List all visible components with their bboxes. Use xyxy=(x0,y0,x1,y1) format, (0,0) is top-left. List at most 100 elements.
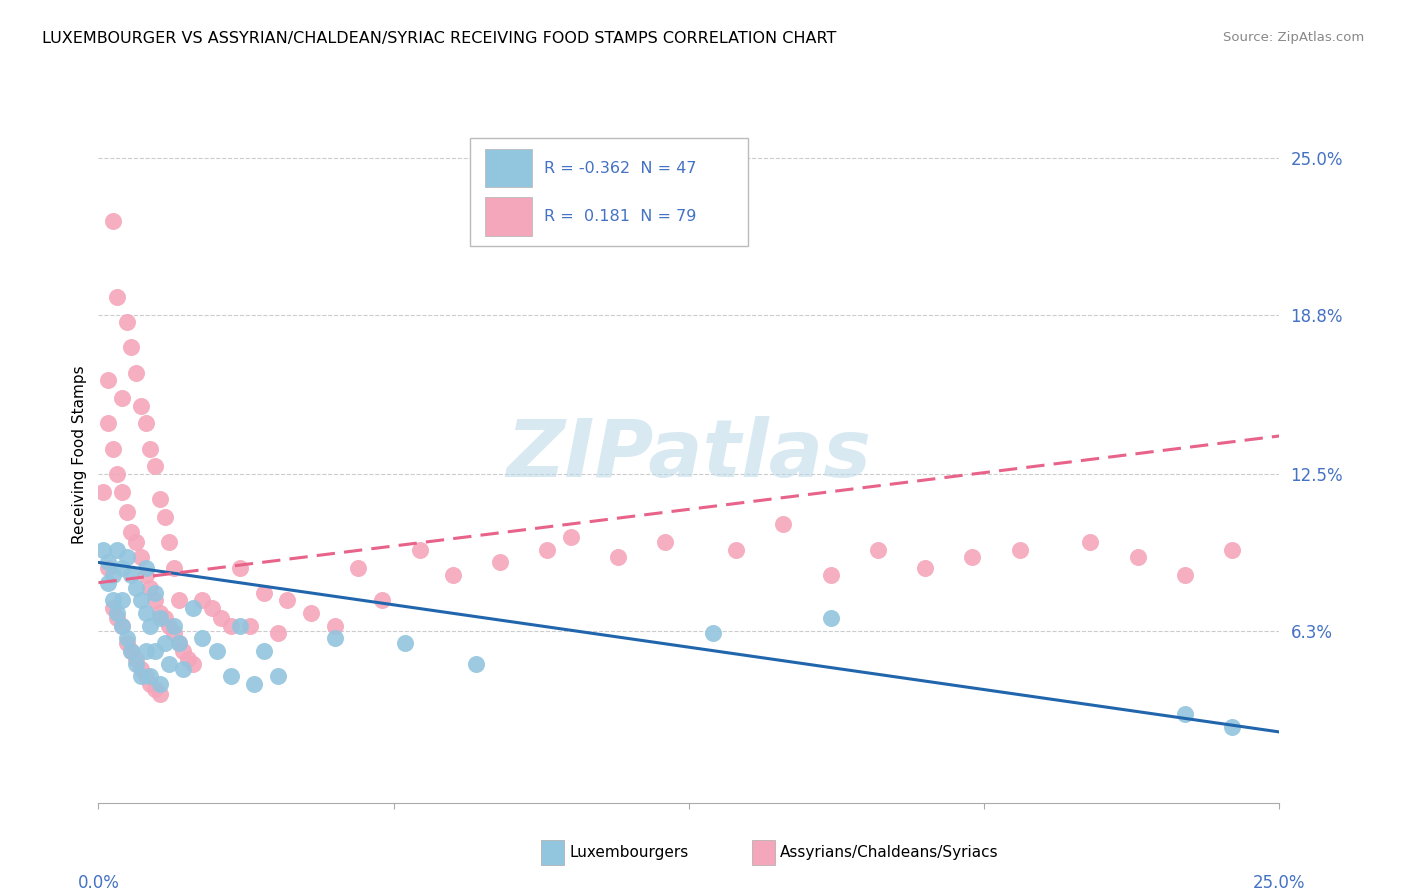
Point xyxy=(489,556,512,570)
Point xyxy=(101,593,124,607)
Point xyxy=(111,593,134,607)
Point xyxy=(139,677,162,691)
Point xyxy=(820,611,842,625)
Point xyxy=(129,593,152,607)
Point xyxy=(121,340,143,354)
Point xyxy=(91,542,114,557)
Text: R = -0.362  N = 47: R = -0.362 N = 47 xyxy=(544,161,696,176)
Point xyxy=(209,611,232,625)
Point xyxy=(276,593,298,607)
Point xyxy=(167,593,190,607)
Point xyxy=(111,618,134,632)
Point xyxy=(129,399,152,413)
Point xyxy=(347,560,370,574)
Point xyxy=(143,593,166,607)
Point xyxy=(97,417,120,431)
Point xyxy=(167,636,190,650)
Point xyxy=(253,644,276,658)
Point xyxy=(323,632,346,646)
Point xyxy=(115,632,138,646)
Point xyxy=(191,593,214,607)
Point xyxy=(267,626,290,640)
Point xyxy=(465,657,488,671)
Point xyxy=(560,530,582,544)
Point xyxy=(149,687,172,701)
Point xyxy=(129,662,152,676)
Text: ZIPatlas: ZIPatlas xyxy=(506,416,872,494)
Point xyxy=(157,618,180,632)
Point xyxy=(125,366,148,380)
Point xyxy=(97,556,120,570)
Point xyxy=(153,636,176,650)
Point xyxy=(115,550,138,565)
Point xyxy=(143,586,166,600)
Point xyxy=(149,492,172,507)
Point xyxy=(153,509,176,524)
Text: Source: ZipAtlas.com: Source: ZipAtlas.com xyxy=(1223,31,1364,45)
Point xyxy=(121,644,143,658)
Point xyxy=(172,644,194,658)
Point xyxy=(101,214,124,228)
Point xyxy=(97,575,120,590)
Point xyxy=(135,417,157,431)
Point xyxy=(139,581,162,595)
Point xyxy=(1220,542,1243,557)
Point xyxy=(239,618,262,632)
Point xyxy=(866,542,889,557)
Point xyxy=(97,373,120,387)
Text: Assyrians/Chaldeans/Syriacs: Assyrians/Chaldeans/Syriacs xyxy=(780,846,998,860)
Point xyxy=(105,611,128,625)
Point xyxy=(654,535,676,549)
Point xyxy=(408,542,430,557)
Point xyxy=(172,662,194,676)
Point xyxy=(91,484,114,499)
Point xyxy=(181,657,204,671)
Point xyxy=(135,606,157,620)
Text: Luxembourgers: Luxembourgers xyxy=(569,846,689,860)
Point xyxy=(607,550,630,565)
Point xyxy=(115,505,138,519)
Point xyxy=(205,644,228,658)
Point xyxy=(101,568,124,582)
Point xyxy=(143,644,166,658)
Point xyxy=(191,632,214,646)
Point xyxy=(105,290,128,304)
Point xyxy=(121,525,143,540)
Point xyxy=(181,601,204,615)
Point xyxy=(725,542,748,557)
Point xyxy=(143,681,166,696)
Point xyxy=(167,636,190,650)
Point xyxy=(177,651,200,665)
FancyBboxPatch shape xyxy=(471,138,748,246)
Point xyxy=(253,586,276,600)
Point xyxy=(115,636,138,650)
Point xyxy=(121,568,143,582)
Point xyxy=(299,606,322,620)
Point xyxy=(157,535,180,549)
Point xyxy=(105,467,128,481)
Point xyxy=(441,568,464,582)
FancyBboxPatch shape xyxy=(485,197,531,235)
Point xyxy=(243,677,266,691)
Y-axis label: Receiving Food Stamps: Receiving Food Stamps xyxy=(72,366,87,544)
Point xyxy=(143,459,166,474)
Point xyxy=(772,517,794,532)
Text: 0.0%: 0.0% xyxy=(77,873,120,892)
Point xyxy=(135,669,157,683)
Point xyxy=(139,442,162,456)
Point xyxy=(1220,720,1243,734)
Point xyxy=(105,606,128,620)
Point xyxy=(914,560,936,574)
Point xyxy=(1126,550,1149,565)
Point xyxy=(536,542,558,557)
Point xyxy=(1174,568,1197,582)
Text: LUXEMBOURGER VS ASSYRIAN/CHALDEAN/SYRIAC RECEIVING FOOD STAMPS CORRELATION CHART: LUXEMBOURGER VS ASSYRIAN/CHALDEAN/SYRIAC… xyxy=(42,31,837,46)
Point xyxy=(157,657,180,671)
Point xyxy=(97,560,120,574)
Point xyxy=(163,560,186,574)
Point xyxy=(1080,535,1102,549)
Point xyxy=(163,618,186,632)
Point xyxy=(267,669,290,683)
Point xyxy=(129,669,152,683)
Point xyxy=(111,618,134,632)
